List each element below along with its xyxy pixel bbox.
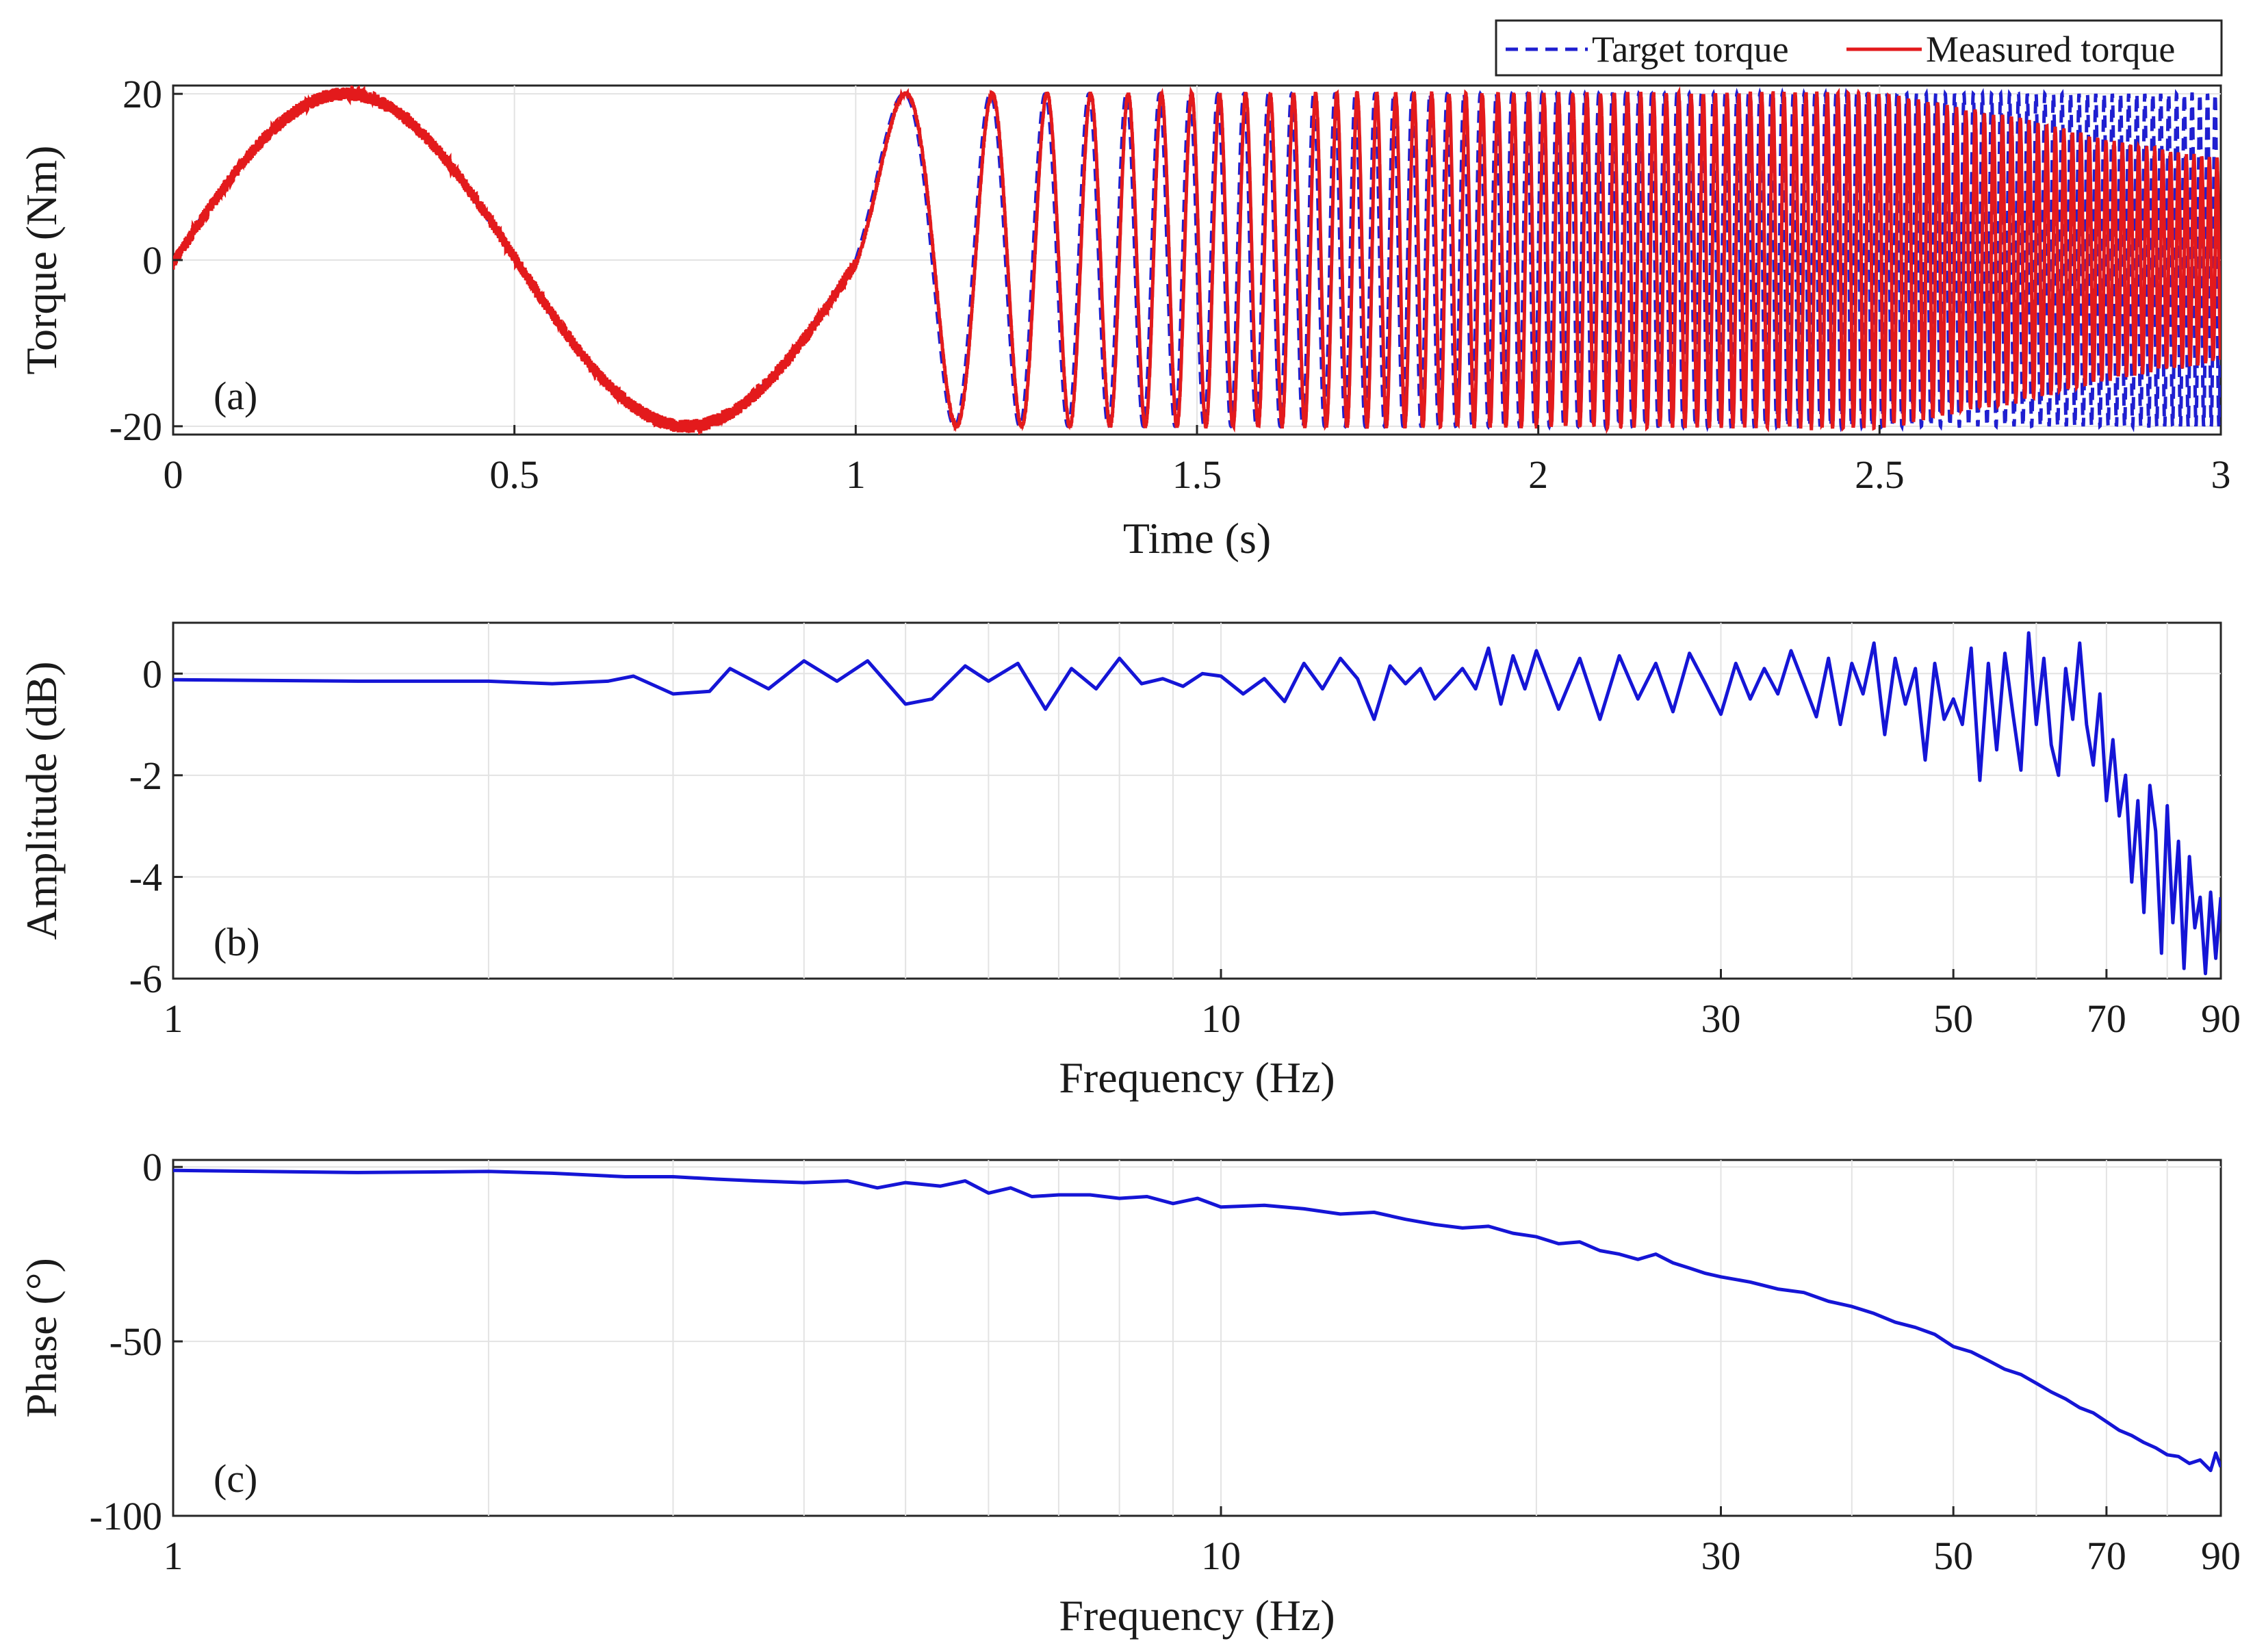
x-tick-label: 30 bbox=[1701, 1534, 1741, 1578]
legend: Target torque Measured torque bbox=[1495, 19, 2223, 77]
x-tick-label: 1 bbox=[846, 452, 866, 497]
y-tick-label: 0 bbox=[142, 1145, 162, 1189]
legend-target-label: Target torque bbox=[1592, 29, 1789, 70]
amplitude-line bbox=[173, 631, 2221, 976]
x-tick-label: 0.5 bbox=[489, 452, 539, 497]
x-tick-label: 1 bbox=[164, 1534, 183, 1578]
x-tick-label: 70 bbox=[2087, 996, 2126, 1041]
panel-b-grid bbox=[173, 623, 2221, 979]
x-tick-label: 90 bbox=[2201, 1534, 2241, 1578]
x-tick-label: 70 bbox=[2087, 1534, 2126, 1578]
panel-b: 1 10 30 50 70 90 -6 -4 -2 0 Frequency (Hz) Amplit… bbox=[17, 621, 2241, 1102]
panel-b-ticks: 1 10 30 50 70 90 -6 -4 -2 0 bbox=[129, 651, 2241, 1041]
panel-c-ticks: 1 10 30 50 70 90 -100 -50 0 bbox=[90, 1145, 2241, 1578]
y-tick-label: -4 bbox=[129, 855, 162, 899]
y-tick-label: -2 bbox=[129, 753, 162, 798]
y-tick-label: -6 bbox=[129, 957, 162, 1001]
y-tick-label: -50 bbox=[110, 1319, 162, 1364]
legend-measured-label: Measured torque bbox=[1926, 29, 2175, 70]
panel-c-ylabel: Phase (°) bbox=[17, 1258, 66, 1418]
x-tick-label: 3 bbox=[2211, 452, 2231, 497]
x-tick-label: 1 bbox=[164, 996, 183, 1041]
panel-c-tag: (c) bbox=[214, 1456, 257, 1501]
x-tick-label: 1.5 bbox=[1172, 452, 1222, 497]
y-tick-label: 0 bbox=[142, 651, 162, 696]
x-tick-label: 30 bbox=[1701, 996, 1741, 1041]
panel-c: 1 10 30 50 70 90 -100 -50 0 Frequency (Hz) Phase… bbox=[17, 1145, 2241, 1640]
y-tick-label: 20 bbox=[123, 72, 162, 116]
x-tick-label: 10 bbox=[1201, 1534, 1241, 1578]
y-tick-label: -100 bbox=[90, 1494, 162, 1538]
target-torque-line bbox=[173, 87, 2221, 433]
panel-c-frame bbox=[172, 1159, 2222, 1517]
x-tick-label: 0 bbox=[164, 452, 183, 497]
panel-a-tag: (a) bbox=[214, 374, 257, 418]
panel-b-tag: (b) bbox=[214, 920, 260, 964]
x-tick-label: 2 bbox=[1528, 452, 1548, 497]
panel-a-ylabel: Torque (Nm) bbox=[17, 146, 66, 375]
x-tick-label: 2.5 bbox=[1855, 452, 1905, 497]
phase-line bbox=[173, 1168, 2221, 1473]
y-tick-label: 0 bbox=[142, 238, 162, 283]
x-tick-label: 10 bbox=[1201, 996, 1241, 1041]
panel-c-grid bbox=[173, 1160, 2221, 1516]
x-tick-label: 50 bbox=[1933, 996, 1973, 1041]
measured-torque-line bbox=[173, 86, 2221, 435]
x-tick-label: 90 bbox=[2201, 996, 2241, 1041]
x-tick-label: 50 bbox=[1933, 1534, 1973, 1578]
panel-c-xlabel: Frequency (Hz) bbox=[1059, 1591, 1335, 1640]
panel-b-xlabel: Frequency (Hz) bbox=[1059, 1053, 1335, 1102]
panel-a-xlabel: Time (s) bbox=[1123, 514, 1271, 563]
y-tick-label: -20 bbox=[110, 404, 162, 449]
panel-b-ylabel: Amplitude (dB) bbox=[17, 661, 66, 940]
